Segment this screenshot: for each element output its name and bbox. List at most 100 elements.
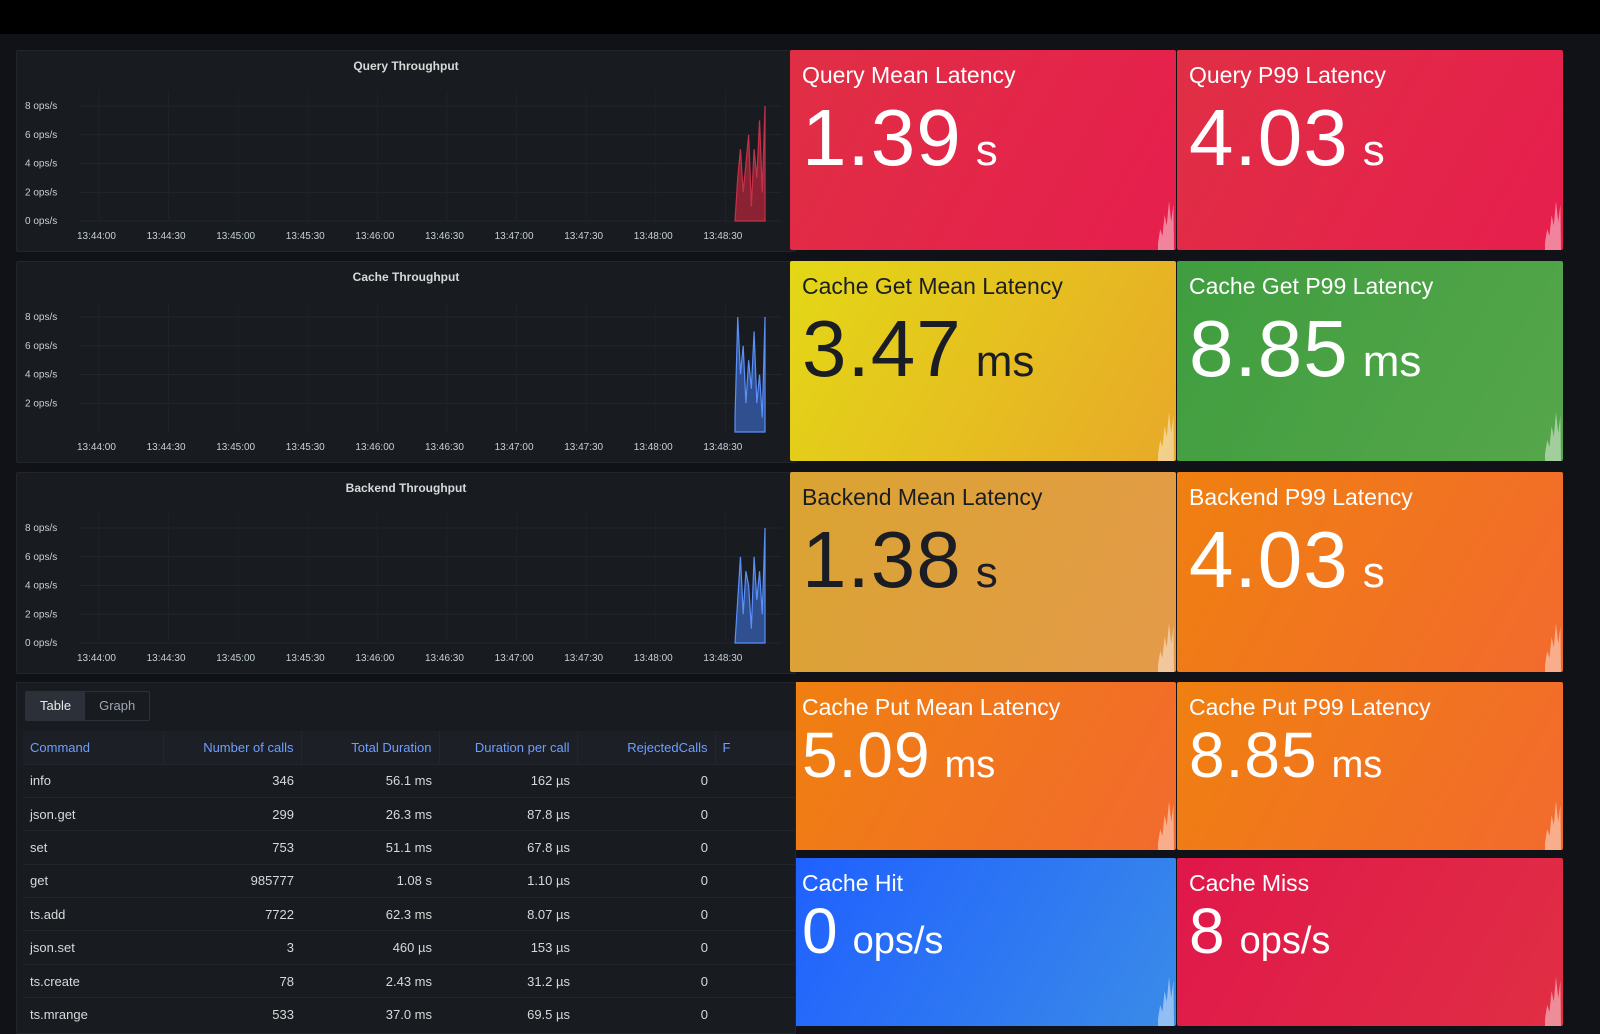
sparkline	[1545, 201, 1561, 250]
table-cell: 0	[577, 897, 715, 931]
sparkline	[1545, 412, 1561, 461]
cache-get-p99-latency-stat[interactable]: Cache Get P99 Latency 8.85 ms	[1177, 261, 1563, 461]
stat-value: 3.47 ms	[802, 303, 1034, 395]
table-row[interactable]: ts.mrange 533 37.0 ms 69.5 µs 0	[23, 997, 795, 1032]
table-cell: json.set	[23, 930, 163, 965]
column-header-truncated[interactable]: F	[715, 731, 795, 764]
table-row[interactable]: ts.create 78 2.43 ms 31.2 µs 0	[23, 963, 795, 998]
x-tick-label: 13:45:00	[216, 442, 255, 453]
x-tick-label: 13:46:30	[425, 653, 464, 664]
column-header-rejected-calls[interactable]: RejectedCalls	[577, 731, 716, 764]
sparkline-area	[1545, 801, 1561, 850]
table-row[interactable]: json.set 3 460 µs 153 µs 0	[23, 930, 795, 965]
x-tick-label: 13:46:00	[355, 231, 394, 242]
sparkline-area	[1545, 977, 1561, 1026]
stat-number: 1.38	[802, 515, 962, 604]
sparkline-area	[1545, 201, 1561, 250]
query-p99-latency-stat[interactable]: Query P99 Latency 4.03 s	[1177, 50, 1563, 250]
table-row[interactable]: set 753 51.1 ms 67.8 µs 0	[23, 830, 795, 865]
x-tick-label: 13:46:30	[425, 231, 464, 242]
y-tick-label: 0 ops/s	[25, 638, 57, 649]
commands-table: Command Number of calls Total Duration D…	[23, 731, 795, 1032]
table-header-row: Command Number of calls Total Duration D…	[23, 731, 795, 764]
table-cell: 0	[577, 930, 715, 965]
y-tick-label: 4 ops/s	[25, 581, 57, 592]
column-header-duration-per-call[interactable]: Duration per call	[439, 731, 578, 764]
table-cell: 153 µs	[439, 930, 577, 965]
table-cell: 7722	[163, 897, 301, 931]
sparkline-area	[1158, 412, 1174, 461]
x-tick-label: 13:45:30	[286, 231, 325, 242]
stat-title: Cache Get Mean Latency	[802, 273, 1063, 299]
cache-put-mean-latency-stat[interactable]: Cache Put Mean Latency 5.09 ms	[790, 682, 1176, 850]
panel-title: Backend Throughput	[345, 481, 467, 495]
stat-title: Cache Hit	[802, 870, 903, 896]
stat-unit: s	[1362, 126, 1385, 175]
tab-graph[interactable]: Graph	[99, 698, 136, 713]
stat-title: Backend Mean Latency	[802, 484, 1043, 510]
table-cell: 51.1 ms	[301, 830, 439, 865]
y-tick-label: 6 ops/s	[25, 341, 57, 352]
x-tick-label: 13:44:00	[77, 231, 116, 242]
table-cell: 0	[577, 863, 715, 898]
sparkline	[1158, 201, 1174, 250]
column-header-command[interactable]: Command	[23, 731, 164, 764]
stat-value: 5.09 ms	[802, 718, 995, 792]
stat-title: Cache Miss	[1189, 870, 1310, 896]
backend-mean-latency-stat[interactable]: Backend Mean Latency 1.38 s	[790, 472, 1176, 672]
table-cell: json.get	[23, 796, 163, 831]
table-row[interactable]: json.get 299 26.3 ms 87.8 µs 0	[23, 796, 795, 831]
table-cell	[715, 930, 795, 965]
x-tick-label: 13:44:00	[77, 653, 116, 664]
stat-number: 8.85	[1189, 304, 1349, 393]
stat-value: 8.85 ms	[1189, 718, 1382, 792]
panel-title: Query Throughput	[353, 59, 459, 73]
table-row[interactable]: get 985777 1.08 s 1.10 µs 0	[23, 863, 795, 898]
panel-title: Cache Throughput	[352, 270, 460, 284]
stat-number: 8.85	[1189, 719, 1318, 791]
stat-number: 3.47	[802, 304, 962, 393]
stat-value: 4.03 s	[1189, 514, 1385, 606]
x-tick-label: 13:47:30	[564, 653, 603, 664]
x-tick-label: 13:45:30	[286, 653, 325, 664]
table-cell: 0	[577, 763, 715, 798]
y-tick-label: 8 ops/s	[25, 101, 57, 112]
sparkline-area	[1158, 201, 1174, 250]
sparkline	[1158, 623, 1174, 672]
view-tabs: Table Graph	[25, 691, 151, 721]
cache-put-p99-latency-stat[interactable]: Cache Put P99 Latency 8.85 ms	[1177, 682, 1563, 850]
table-cell: 0	[577, 830, 715, 865]
cache-get-mean-latency-stat[interactable]: Cache Get Mean Latency 3.47 ms	[790, 261, 1176, 461]
column-header-number-of-calls[interactable]: Number of calls	[163, 731, 302, 764]
backend-p99-latency-stat[interactable]: Backend P99 Latency 4.03 s	[1177, 472, 1563, 672]
table-row[interactable]: info 346 56.1 ms 162 µs 0	[23, 763, 795, 798]
sparkline	[1545, 977, 1561, 1026]
table-cell: 87.8 µs	[439, 796, 577, 831]
commands-table-panel: Table Graph Command Number of calls Tota…	[16, 682, 796, 1034]
stat-unit: ms	[1362, 337, 1422, 386]
stat-unit: s	[975, 126, 998, 175]
table-cell: 0	[577, 963, 715, 998]
stat-unit: ops/s	[852, 920, 944, 962]
x-tick-label: 13:47:00	[495, 231, 534, 242]
column-header-total-duration[interactable]: Total Duration	[301, 731, 440, 764]
stat-value: 4.03 s	[1189, 92, 1385, 184]
table-row[interactable]: ts.add 7722 62.3 ms 8.07 µs 0	[23, 897, 795, 931]
sparkline	[1158, 801, 1174, 850]
tab-table[interactable]: Table	[26, 692, 86, 720]
table-cell: 0	[577, 997, 715, 1032]
table-cell: 533	[163, 997, 301, 1032]
query-mean-latency-stat[interactable]: Query Mean Latency 1.39 s	[790, 50, 1176, 250]
table-cell: 1.10 µs	[439, 863, 577, 898]
table-cell: 3	[163, 930, 301, 965]
x-tick-label: 13:46:00	[355, 653, 394, 664]
x-tick-label: 13:47:00	[495, 442, 534, 453]
cache-miss-stat[interactable]: Cache Miss 8 ops/s	[1177, 858, 1563, 1026]
cache-hit-stat[interactable]: Cache Hit 0 ops/s	[790, 858, 1176, 1026]
table-cell: 299	[163, 796, 301, 831]
series-area	[734, 105, 766, 222]
query-throughput-panel: 8 ops/s 6 ops/s 4 ops/s 2 ops/s 0 ops/s 13:44…	[16, 50, 796, 252]
backend-throughput-panel: 8 ops/s 6 ops/s 4 ops/s 2 ops/s 0 ops/s 13:44…	[16, 472, 796, 674]
throughput-chart: 8 ops/s 6 ops/s 4 ops/s 2 ops/s 0 ops/s 13:44…	[25, 513, 782, 664]
stat-value: 0 ops/s	[802, 894, 943, 968]
